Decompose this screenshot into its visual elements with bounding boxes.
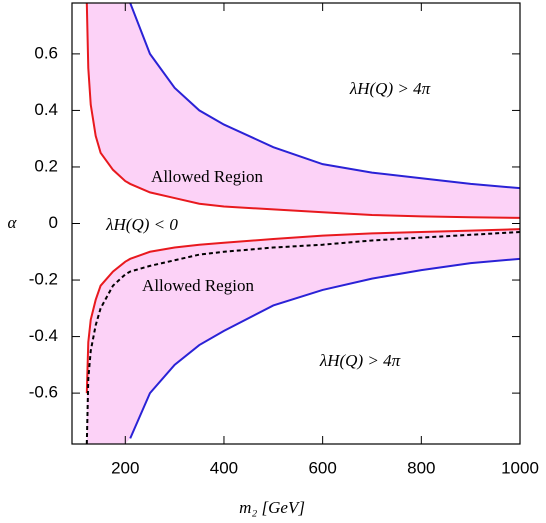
annotation: Allowed Region	[142, 276, 254, 295]
y-tick-label: -0.2	[29, 270, 58, 289]
curve	[85, 228, 520, 394]
x-tick-label: 1000	[501, 458, 539, 477]
curve	[85, 230, 520, 444]
allowed-region-fill	[86, 3, 520, 218]
x-tick-label: 600	[308, 458, 336, 477]
x-tick-label: 200	[111, 458, 139, 477]
curve	[129, 3, 520, 190]
annotation: Allowed Region	[151, 167, 263, 186]
y-tick-label: 0.4	[34, 100, 58, 119]
y-tick-label: 0	[49, 213, 58, 232]
x-tick-label: 400	[210, 458, 238, 477]
annotation: λH(Q) > 4π	[349, 79, 431, 98]
annotation: λH(Q) > 4π	[319, 351, 401, 370]
annotation: λH(Q) < 0	[105, 215, 178, 234]
x-axis-label: m₂ [GeV]	[239, 498, 305, 517]
y-axis-label: α	[8, 213, 18, 232]
fills	[86, 3, 520, 444]
curve	[85, 3, 520, 219]
y-tick-label: -0.6	[29, 383, 58, 402]
y-tick-label: -0.4	[29, 326, 58, 345]
curve	[129, 257, 520, 439]
y-tick-label: 0.6	[34, 43, 58, 62]
y-tick-label: 0.2	[34, 156, 58, 175]
lines	[85, 3, 520, 444]
x-tick-label: 800	[407, 458, 435, 477]
allowed-region-fill	[86, 229, 520, 444]
